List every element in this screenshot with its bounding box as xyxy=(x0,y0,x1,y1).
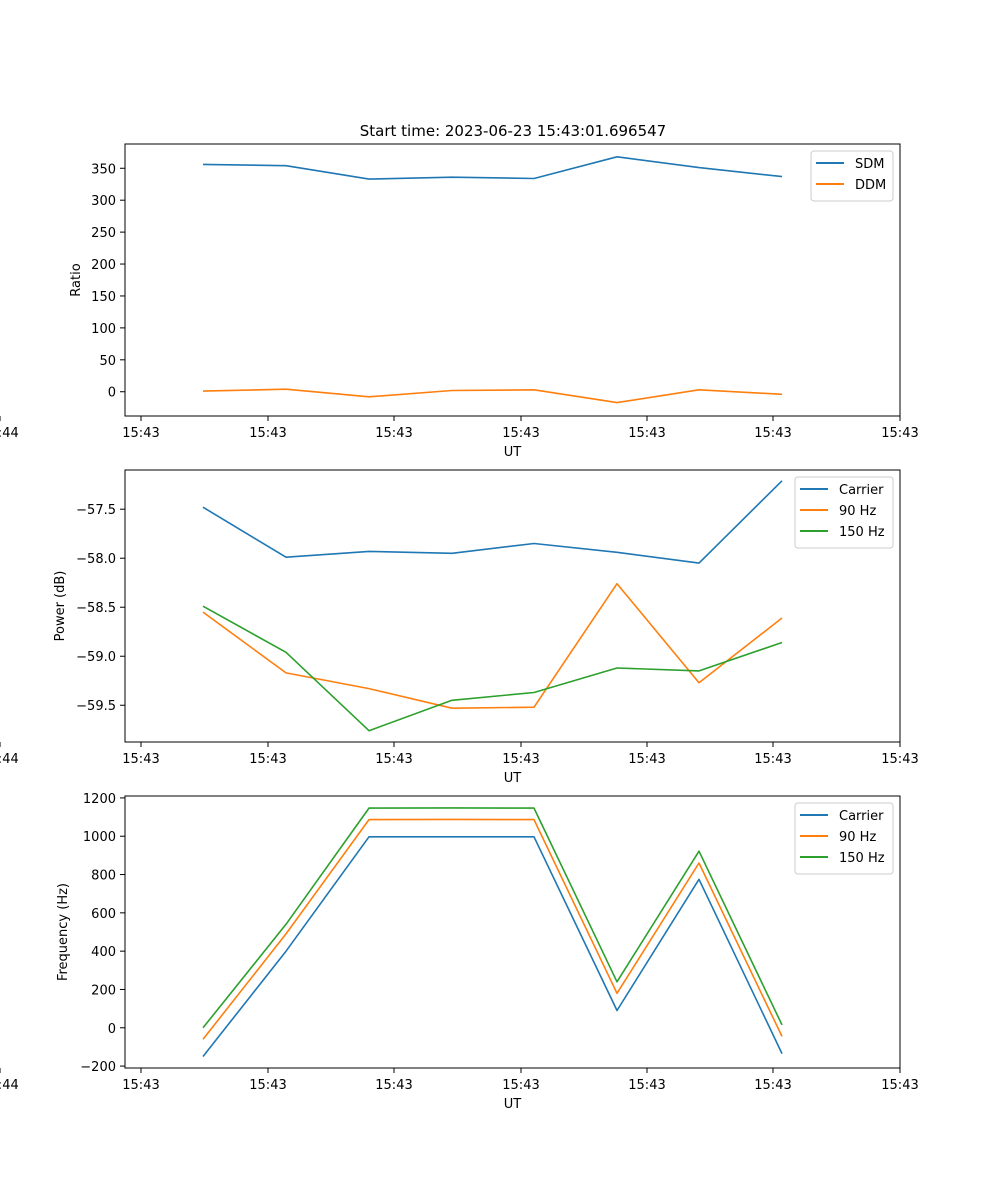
x-axis-label: UT xyxy=(504,445,522,460)
y-tick-label: −200 xyxy=(80,1060,116,1075)
y-tick-label: 400 xyxy=(91,945,116,960)
x-tick-label: 15:43 xyxy=(249,1078,286,1093)
series-line-sdm xyxy=(202,156,783,180)
legend-label: 90 Hz xyxy=(839,830,876,845)
axes-frame xyxy=(124,143,901,417)
x-tick-label: 15:44 xyxy=(0,426,19,441)
x-tick-label: 15:43 xyxy=(628,752,665,767)
legend: SDM DDM xyxy=(810,150,894,202)
x-tick-label: 15:43 xyxy=(122,1078,159,1093)
x-tick-label: 15:43 xyxy=(754,426,791,441)
x-tick-label: 15:43 xyxy=(881,1078,918,1093)
x-tick-label: 15:43 xyxy=(375,1078,412,1093)
y-tick-label: 100 xyxy=(91,322,116,337)
x-axis-label: UT xyxy=(504,1097,522,1112)
y-tick-label: 800 xyxy=(91,869,116,884)
legend-label: 90 Hz xyxy=(839,504,876,519)
y-axis-label: Frequency (Hz) xyxy=(56,883,71,981)
legend-label: Carrier xyxy=(839,483,884,498)
y-tick-label: −57.5 xyxy=(76,503,116,518)
x-tick-label: 15:43 xyxy=(502,752,539,767)
y-tick-label: 200 xyxy=(91,983,116,998)
x-tick-label: 15:43 xyxy=(628,1078,665,1093)
legend-label: 150 Hz xyxy=(839,851,885,866)
y-tick-label: 0 xyxy=(108,1022,116,1037)
series-line-150-hz xyxy=(202,807,783,1029)
x-tick-label: 15:43 xyxy=(249,426,286,441)
y-tick-label: 200 xyxy=(91,258,116,273)
x-tick-label: 15:43 xyxy=(249,752,286,767)
y-tick-label: 1200 xyxy=(83,792,116,807)
legend-label: 150 Hz xyxy=(839,525,885,540)
series-line-carrier xyxy=(202,835,783,1057)
x-tick-label: 15:43 xyxy=(375,426,412,441)
y-tick-label: −58.5 xyxy=(76,601,116,616)
y-axis-label: Power (dB) xyxy=(53,571,68,642)
axes-frame xyxy=(124,795,901,1069)
y-tick-label: 250 xyxy=(91,226,116,241)
y-tick-label: −58.0 xyxy=(76,552,116,567)
y-tick-label: 300 xyxy=(91,194,116,209)
series-line-carrier xyxy=(202,480,783,564)
x-tick-label: 15:43 xyxy=(122,426,159,441)
y-axis-label: Ratio xyxy=(69,263,84,296)
x-tick-label: 15:44 xyxy=(0,1078,19,1093)
frequency-panel: 15:43 15:43 15:43 15:43 15:43 15:43 15:43 15:44… xyxy=(0,792,919,1112)
y-tick-label: −59.0 xyxy=(76,650,116,665)
y-tick-label: 50 xyxy=(99,354,116,369)
x-tick-label: 15:43 xyxy=(628,426,665,441)
legend: Carrier 90 Hz 150 Hz xyxy=(794,476,894,549)
x-tick-label: 15:43 xyxy=(754,752,791,767)
series-line-ddm xyxy=(202,388,783,404)
x-axis-label: UT xyxy=(504,771,522,786)
x-tick-label: 15:43 xyxy=(122,752,159,767)
figure-title: Start time: 2023-06-23 15:43:01.696547 xyxy=(360,122,666,140)
y-tick-label: 1000 xyxy=(83,830,116,845)
legend-label: DDM xyxy=(855,178,886,193)
series-line-90-hz xyxy=(202,582,783,710)
x-tick-label: 15:44 xyxy=(0,752,19,767)
x-tick-label: 15:43 xyxy=(881,752,918,767)
legend-label: SDM xyxy=(855,157,884,172)
ratio-panel: 15:43 15:43 15:43 15:43 15:43 15:43 15:43 15:44… xyxy=(0,143,919,460)
x-tick-label: 15:43 xyxy=(502,426,539,441)
x-tick-label: 15:43 xyxy=(881,426,918,441)
y-tick-label: −59.5 xyxy=(76,699,116,714)
series-line-90-hz xyxy=(202,818,783,1040)
y-tick-label: 600 xyxy=(91,907,116,922)
legend-label: Carrier xyxy=(839,809,884,824)
y-tick-label: 150 xyxy=(91,290,116,305)
series-line-150-hz xyxy=(202,605,783,732)
y-tick-label: 350 xyxy=(91,162,116,177)
legend: Carrier 90 Hz 150 Hz xyxy=(794,802,894,875)
x-tick-label: 15:43 xyxy=(375,752,412,767)
y-tick-label: 0 xyxy=(108,386,116,401)
axes-frame xyxy=(124,469,901,743)
x-tick-label: 15:43 xyxy=(754,1078,791,1093)
x-tick-label: 15:43 xyxy=(502,1078,539,1093)
power-panel: 15:43 15:43 15:43 15:43 15:43 15:43 15:43 15:44… xyxy=(0,469,919,786)
